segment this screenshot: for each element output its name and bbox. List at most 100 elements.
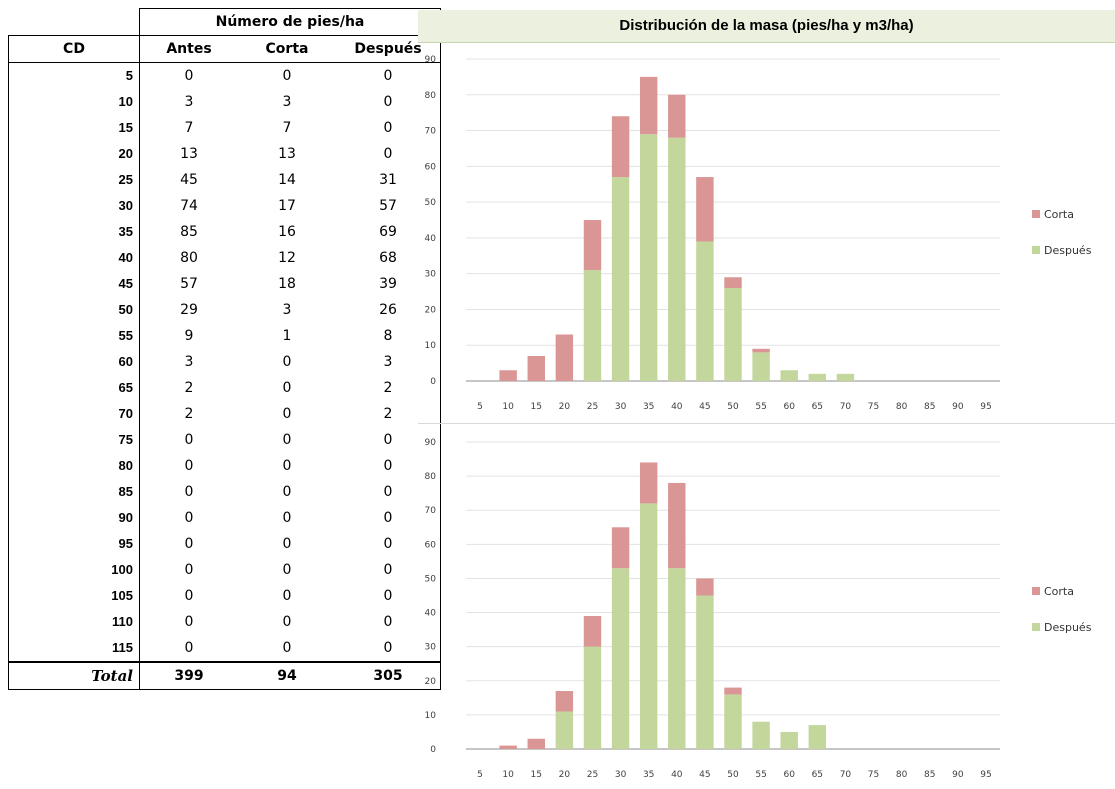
- table-row: 15 7 7 0: [8, 115, 441, 141]
- cell-despues: 31: [336, 167, 441, 193]
- y-tick-label: 70: [425, 506, 437, 516]
- cell-cd: 30: [8, 193, 140, 219]
- cell-corta: 13: [278, 146, 296, 162]
- x-tick-label: 50: [727, 402, 739, 412]
- cell-despues: 2: [336, 401, 441, 427]
- legend-label: Corta: [1044, 208, 1074, 221]
- bar-despues-40: [668, 568, 686, 749]
- table-row: 100 0 0 0: [8, 557, 441, 583]
- table-row: 80 0 0 0: [8, 453, 441, 479]
- cell-despues: 26: [336, 297, 441, 323]
- legend-swatch-0: [1032, 587, 1040, 595]
- bar-corta-50: [724, 277, 742, 288]
- cell-antes: 85: [139, 219, 238, 245]
- x-tick-label: 75: [868, 402, 879, 412]
- y-tick-label: 80: [425, 91, 437, 101]
- chart-title: Distribución de la masa (pies/ha y m3/ha…: [418, 10, 1115, 43]
- legend-label: Después: [1044, 621, 1092, 634]
- x-tick-label: 30: [615, 402, 627, 412]
- x-tick-label: 10: [502, 402, 514, 412]
- cell-corta: 12: [278, 250, 296, 266]
- y-tick-label: 80: [425, 472, 437, 482]
- x-tick-label: 50: [727, 770, 739, 780]
- table-row: 110 0 0 0: [8, 609, 441, 635]
- bar-corta-30: [611, 527, 630, 569]
- cell-antes: 0: [139, 583, 238, 609]
- table-row: 45 57 18 39: [8, 271, 441, 297]
- total-despues: 305: [336, 661, 441, 690]
- x-tick-label: 70: [840, 770, 852, 780]
- bar-despues-40: [668, 137, 686, 381]
- col-header-antes: Antes: [139, 35, 238, 63]
- cell-antes: 45: [139, 167, 238, 193]
- x-tick-label: 70: [840, 402, 852, 412]
- cell-corta: 0: [282, 354, 292, 370]
- y-tick-label: 40: [425, 609, 437, 619]
- cell-despues: 39: [336, 271, 441, 297]
- y-tick-label: 70: [425, 127, 437, 137]
- cell-corta: 17: [278, 198, 296, 214]
- table-row: 25 45 14 31: [8, 167, 441, 193]
- cell-corta: 0: [282, 510, 292, 526]
- cell-cd: 50: [8, 297, 140, 323]
- x-tick-label: 25: [587, 402, 598, 412]
- y-tick-label: 90: [425, 438, 437, 448]
- x-tick-label: 65: [812, 770, 823, 780]
- cell-antes: 80: [139, 245, 238, 271]
- cell-antes: 0: [139, 453, 238, 479]
- cell-corta: 0: [282, 588, 292, 604]
- cell-antes: 29: [139, 297, 238, 323]
- y-tick-label: 40: [425, 234, 437, 244]
- bar-corta-45: [696, 578, 714, 596]
- bar-despues-20: [555, 711, 574, 749]
- legend-swatch-1: [1032, 246, 1040, 254]
- x-tick-label: 30: [615, 770, 627, 780]
- bar-corta-45: [696, 177, 714, 242]
- bar-despues-55: [752, 721, 770, 749]
- cell-cd: 45: [8, 271, 140, 297]
- cell-antes: 9: [139, 323, 238, 349]
- table-row: 95 0 0 0: [8, 531, 441, 557]
- bar-despues-50: [724, 694, 742, 749]
- cell-cd: 70: [8, 401, 140, 427]
- x-tick-label: 20: [559, 770, 571, 780]
- cell-antes: 0: [139, 531, 238, 557]
- table-row: 75 0 0 0: [8, 427, 441, 453]
- bar-corta-10: [499, 370, 517, 381]
- cell-corta: 0: [282, 484, 292, 500]
- cell-corta: 3: [282, 94, 292, 110]
- total-corta: 94: [238, 661, 336, 690]
- cell-antes: 0: [139, 609, 238, 635]
- bar-corta-35: [639, 76, 658, 135]
- x-tick-label: 60: [783, 402, 795, 412]
- y-tick-label: 60: [425, 540, 437, 550]
- table-row: 105 0 0 0: [8, 583, 441, 609]
- bar-despues-45: [696, 595, 714, 749]
- x-tick-label: 80: [896, 402, 908, 412]
- x-tick-label: 10: [502, 770, 514, 780]
- cell-corta: 0: [282, 380, 292, 396]
- x-tick-label: 5: [477, 402, 483, 412]
- bar-despues-30: [611, 177, 630, 381]
- cell-corta: 0: [282, 614, 292, 630]
- cell-despues: 0: [336, 89, 441, 115]
- cell-corta: 0: [282, 68, 292, 84]
- cell-despues: 0: [336, 609, 441, 635]
- cell-cd: 100: [8, 557, 140, 583]
- bar-despues-70: [836, 373, 855, 381]
- cell-cd: 5: [8, 62, 140, 89]
- y-tick-label: 50: [425, 574, 437, 584]
- x-tick-label: 35: [643, 770, 654, 780]
- bar-corta-25: [583, 615, 602, 647]
- y-tick-label: 10: [425, 341, 437, 351]
- cell-cd: 75: [8, 427, 140, 453]
- table-row: 90 0 0 0: [8, 505, 441, 531]
- x-tick-label: 80: [896, 770, 908, 780]
- cell-cd: 105: [8, 583, 140, 609]
- total-label: Total: [8, 661, 140, 690]
- y-tick-label: 50: [425, 198, 437, 208]
- cell-corta: 0: [282, 406, 292, 422]
- chart-bottom: 0 10 20 30 40 50 60 70 80 90 5 10 15 20 25 30 35 40 45 50 55…: [425, 438, 1092, 780]
- cell-antes: 0: [139, 505, 238, 531]
- cell-despues: 0: [336, 427, 441, 453]
